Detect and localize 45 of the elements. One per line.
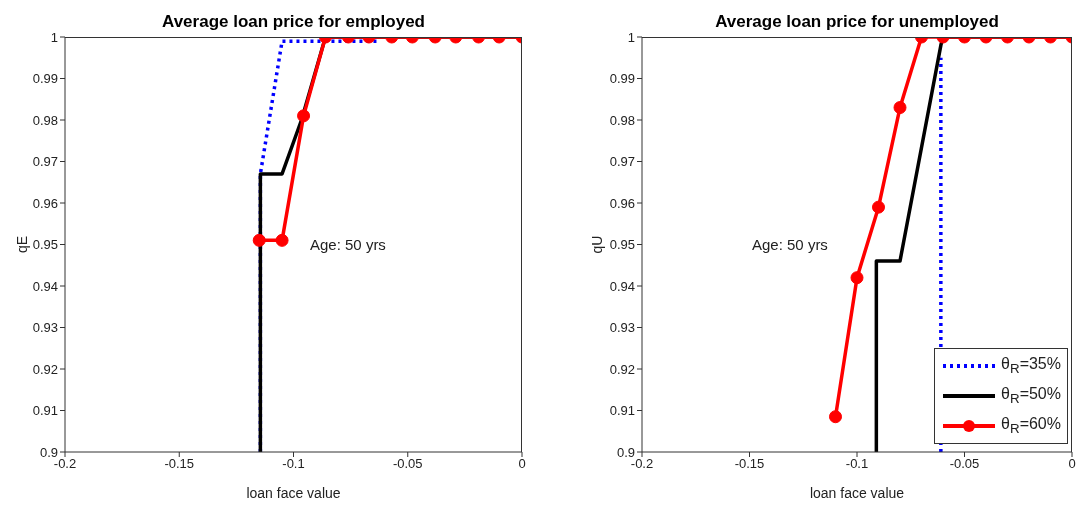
y-tick-label: 0.91 (609, 403, 635, 419)
point (275, 233, 289, 247)
legend-label: θ$_{R}$=35% (1001, 355, 1061, 377)
y-tick-label: 0.94 (609, 278, 635, 294)
y-tick-label: 0.96 (32, 195, 58, 211)
y-tick-label: 0.93 (609, 320, 635, 336)
y-tick-label: 1 (50, 29, 58, 45)
y-tick-label: 0.99 (32, 71, 58, 87)
legend-label: θ$_{R}$=60% (1001, 415, 1061, 437)
annotation: Age: 50 yrs (310, 236, 386, 253)
y-tick-label: 0.92 (609, 361, 635, 377)
x-tick-label: -0.15 (164, 456, 195, 472)
point (850, 271, 864, 285)
chart-title: Average loan price for employed (160, 12, 427, 31)
x-tick-label: 0 (518, 456, 526, 472)
x-tick-label: -0.05 (949, 456, 980, 472)
y-axis-title: qE (13, 235, 30, 254)
y-tick-label: 0.94 (32, 278, 58, 294)
point (252, 233, 266, 247)
x-axis-title: loan face value (809, 485, 905, 501)
y-tick-label: 0.93 (32, 320, 58, 336)
x-tick-label: -0.1 (845, 456, 869, 472)
y-tick-label: 0.97 (32, 154, 58, 170)
annotation: Age: 50 yrs (752, 236, 828, 253)
point (297, 109, 311, 123)
x-axis-title: loan face value (246, 485, 341, 501)
y-tick-label: 0.95 (609, 237, 635, 253)
y-tick-label: 0.98 (32, 112, 58, 128)
x-tick-label: -0.1 (282, 456, 305, 472)
x-tick-label: -0.15 (734, 456, 765, 472)
y-tick-label: 0.99 (609, 71, 635, 87)
y-tick-label: 0.92 (32, 361, 58, 377)
y-axis-title: qU (588, 235, 605, 254)
chart-title: Average loan price for unemployed (713, 12, 1001, 31)
y-tick-label: 0.98 (609, 112, 635, 128)
y-tick-label: 0.95 (32, 237, 58, 253)
y-tick-label: 0.96 (609, 195, 635, 211)
x-tick-label: -0.05 (392, 456, 423, 472)
y-tick-label: 0.91 (32, 403, 58, 419)
y-tick-label: 0.97 (609, 154, 635, 170)
point (829, 410, 842, 424)
x-tick-label: 0 (1068, 456, 1076, 472)
point (872, 200, 885, 214)
y-tick-label: 1 (627, 29, 635, 45)
legend-label: θ$_{R}$=50% (1001, 385, 1061, 407)
